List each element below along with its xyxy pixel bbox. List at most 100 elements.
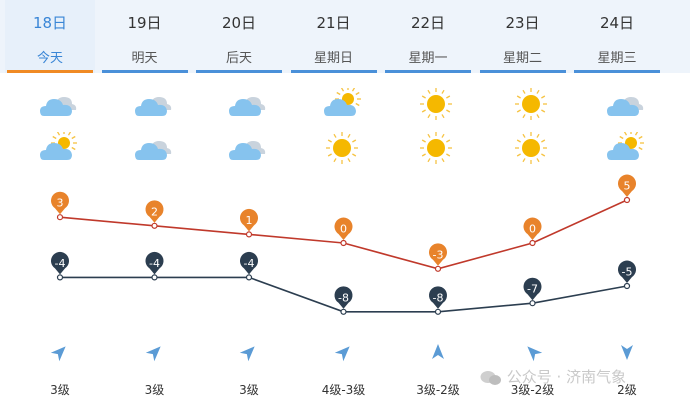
low-temp-label: -8: [338, 291, 349, 304]
low-temp-point: [529, 300, 536, 307]
low-temp-point: [245, 274, 253, 281]
high-temp-marker: 0: [523, 217, 542, 240]
northeast-wind-arrow-icon: [50, 342, 70, 362]
cloudy-icon: [133, 132, 173, 164]
partly-cloudy-icon: [38, 130, 78, 164]
high-temp-point: [340, 239, 347, 247]
sunny-icon: [416, 132, 456, 164]
high-temp-marker: 2: [145, 200, 164, 223]
low-temp-marker: -4: [240, 251, 259, 275]
low-temp-label: -4: [244, 257, 255, 270]
day-date: 23日: [505, 14, 540, 32]
high-temp-point: [245, 231, 253, 238]
day-underline: [574, 70, 660, 73]
day-date: 19日: [127, 14, 162, 32]
high-temp-marker: -3: [428, 243, 447, 266]
day-weekday: 星期二: [502, 51, 542, 66]
high-temp-label: 3: [57, 197, 64, 210]
high-temp-label: 5: [624, 180, 631, 193]
day-weekday: 星期一: [408, 51, 448, 66]
wind-level: 2级: [617, 383, 637, 397]
high-temp-point: [623, 196, 631, 204]
high-temp-point: [529, 239, 536, 247]
cloudy-icon: [227, 88, 267, 120]
high-temp-label: 0: [529, 223, 536, 236]
low-temp-point: [340, 308, 347, 315]
low-temp-point: [151, 274, 158, 281]
wind-level: 3级: [50, 383, 70, 397]
low-temp-point: [434, 308, 442, 315]
day-underline: [385, 70, 471, 73]
low-temp-marker: -8: [334, 286, 353, 309]
high-temp-point: [151, 222, 158, 229]
high-temp-label: 0: [340, 223, 347, 236]
day-underline: [479, 70, 566, 73]
watermark: 公众号 · 济南气象: [480, 366, 626, 387]
sunny-icon: [511, 132, 551, 164]
day-weekday: 星期三: [597, 51, 637, 66]
day-tab-1[interactable]: 19日 明天: [100, 0, 190, 73]
low-temp-point: [623, 282, 631, 290]
partly-cloudy-icon: [322, 86, 362, 120]
day-tab-3[interactable]: 21日 星期日: [289, 0, 379, 73]
high-temp-marker: 3: [51, 191, 70, 215]
day-date: 24日: [599, 14, 635, 32]
high-temp-point: [56, 214, 64, 221]
forecast-header: [0, 0, 690, 73]
low-temp-marker: -4: [145, 251, 164, 275]
wind-level: 3级-2级: [510, 383, 555, 397]
day-weekday: 明天: [131, 51, 158, 66]
day-date: 20日: [221, 14, 257, 32]
low-temp-marker: -8: [428, 286, 447, 309]
sunny-icon: [511, 88, 551, 120]
day-tab-2[interactable]: 20日 后天: [194, 0, 284, 73]
sunny-icon: [322, 132, 362, 164]
day-tab-0[interactable]: 18日 今天: [5, 0, 95, 73]
day-date: 18日: [32, 14, 68, 32]
day-tab-6[interactable]: 24日 星期三: [572, 0, 662, 73]
day-underline: [290, 70, 377, 73]
low-temp-label: -7: [527, 283, 538, 296]
watermark-text: 公众号 · 济南气象: [506, 368, 627, 386]
day-underline: [7, 70, 93, 73]
low-temp-marker: -5: [618, 260, 636, 283]
cloudy-icon: [133, 88, 173, 120]
day-underline: [196, 70, 282, 73]
day-date: 22日: [410, 14, 446, 32]
day-underline: [101, 70, 188, 73]
day-tab-5[interactable]: 23日 星期二: [478, 0, 568, 73]
northeast-wind-arrow-icon: [239, 342, 259, 362]
low-temp-label: -4: [149, 257, 160, 270]
high-temp-label: 1: [246, 214, 253, 227]
wechat-icon: [480, 370, 502, 386]
partly-cloudy-icon: [605, 130, 645, 164]
northeast-wind-arrow-icon: [145, 342, 165, 362]
wind-level: 4级-3级: [321, 383, 366, 397]
northwest-wind-arrow-icon: [523, 342, 543, 362]
low-temp-label: -4: [55, 257, 66, 270]
sunny-icon: [416, 88, 456, 120]
low-temp-marker: -4: [51, 251, 70, 275]
day-tab-4[interactable]: 22日 星期一: [383, 0, 473, 73]
day-weekday: 星期日: [313, 51, 353, 66]
northeast-wind-arrow-icon: [334, 342, 354, 362]
south-wind-arrow-icon: [617, 342, 637, 362]
cloudy-icon: [227, 132, 267, 164]
day-date: 21日: [316, 14, 351, 32]
wind-level: 3级-2级: [416, 383, 460, 397]
high-temp-label: -3: [433, 248, 444, 261]
low-temp-marker: -7: [523, 277, 542, 301]
cloudy-icon: [605, 88, 645, 120]
high-temp-label: 2: [151, 205, 158, 218]
day-weekday: 后天: [225, 51, 252, 66]
high-temp-point: [434, 265, 442, 272]
low-temp-label: -8: [433, 291, 444, 304]
wind-level: 3级: [144, 383, 165, 397]
low-temp-point: [56, 274, 64, 281]
high-temp-marker: 5: [618, 174, 636, 197]
day-weekday: 今天: [36, 51, 63, 66]
cloudy-icon: [38, 88, 78, 120]
wind-level: 3级: [239, 383, 259, 397]
high-temp-marker: 0: [334, 217, 353, 240]
north-wind-arrow-icon: [428, 342, 448, 362]
